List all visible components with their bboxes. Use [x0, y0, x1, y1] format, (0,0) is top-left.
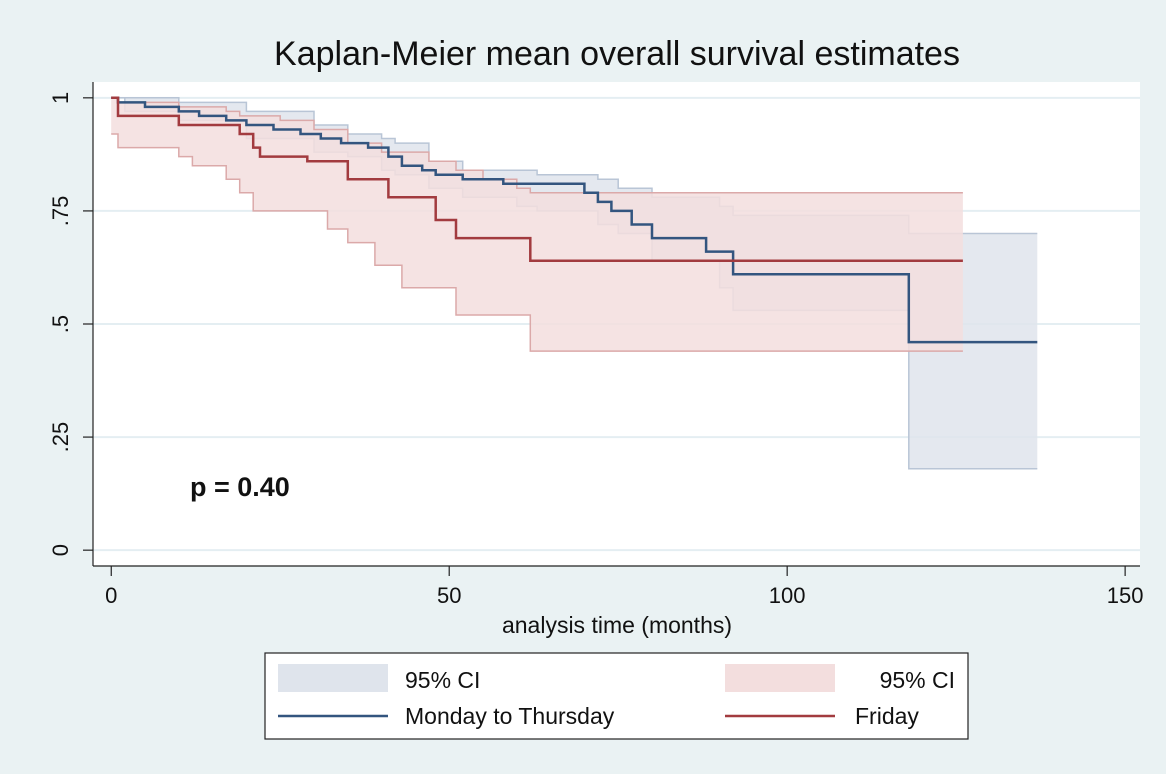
- ci-lower: [111, 133, 963, 352]
- survival-line: [111, 96, 1038, 344]
- survival-line: [111, 96, 963, 262]
- y-tick-label: .5: [48, 315, 73, 333]
- chart-title: Kaplan-Meier mean overall survival estim…: [274, 35, 960, 73]
- y-tick-label: .75: [48, 196, 73, 227]
- legend-label: 95% CI: [405, 667, 480, 693]
- ci-upper: [111, 97, 963, 194]
- legend-label: Friday: [855, 703, 919, 729]
- x-tick-label: 50: [437, 583, 461, 608]
- annotation: p = 0.40: [190, 472, 290, 502]
- y-tick-label: 0: [48, 544, 73, 556]
- legend-swatch: [278, 664, 388, 692]
- legend-swatch: [725, 664, 835, 692]
- legend-label: 95% CI: [880, 667, 955, 693]
- x-tick-label: 100: [769, 583, 806, 608]
- x-tick-label: 0: [105, 583, 117, 608]
- x-tick-label: 150: [1107, 583, 1144, 608]
- x-axis-label: analysis time (months): [502, 612, 732, 638]
- legend-label: Monday to Thursday: [405, 703, 615, 729]
- y-tick-label: 1: [48, 92, 73, 104]
- y-tick-label: .25: [48, 422, 73, 453]
